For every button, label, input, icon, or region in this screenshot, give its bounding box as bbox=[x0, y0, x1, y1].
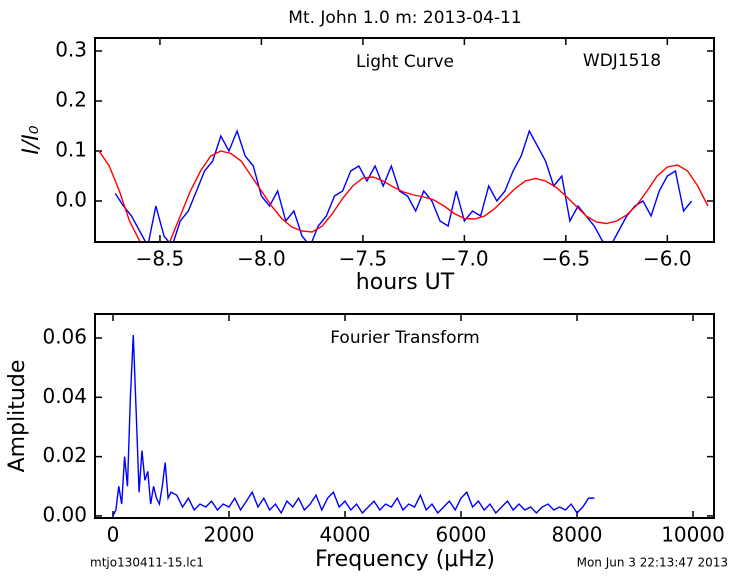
data-line bbox=[114, 128, 693, 242]
data-line bbox=[98, 150, 709, 242]
x-axis-label: Frequency (μHz) bbox=[315, 547, 495, 572]
x-tick-label: −6.5 bbox=[542, 247, 591, 271]
y-tick-label: 0.0 bbox=[55, 188, 87, 212]
x-tick-label: 0 bbox=[107, 523, 120, 547]
y-axis-label: Amplitude bbox=[5, 360, 30, 473]
y-tick-label: 0.00 bbox=[42, 502, 87, 526]
x-tick-label: 6000 bbox=[436, 523, 487, 547]
y-tick-label: 0.2 bbox=[55, 88, 87, 112]
y-axis-label: I/I₀ bbox=[19, 125, 44, 154]
plot-frame bbox=[94, 313, 715, 519]
x-tick-label: −6.0 bbox=[643, 247, 692, 271]
y-tick-label: 0.3 bbox=[55, 38, 87, 62]
annotation: WDJ1518 bbox=[583, 51, 661, 71]
y-tick-label: 0.02 bbox=[42, 443, 87, 467]
x-axis-label: hours UT bbox=[356, 270, 455, 295]
footer-left: mtjo130411-15.lc1 bbox=[90, 556, 204, 570]
annotation: Light Curve bbox=[356, 52, 454, 72]
x-tick-label: 8000 bbox=[552, 523, 603, 547]
annotation: Fourier Transform bbox=[330, 328, 479, 348]
footer-right: Mon Jun 3 22:13:47 2013 bbox=[577, 556, 728, 570]
x-tick-label: −7.0 bbox=[440, 247, 489, 271]
y-tick-label: 0.1 bbox=[55, 138, 87, 162]
plot-frame bbox=[94, 37, 715, 243]
data-line bbox=[112, 335, 595, 517]
chart-title: Mt. John 1.0 m: 2013-04-11 bbox=[288, 8, 521, 28]
x-tick-label: −7.5 bbox=[339, 247, 388, 271]
x-tick-label: 2000 bbox=[204, 523, 255, 547]
x-tick-label: −8.0 bbox=[237, 247, 286, 271]
x-tick-label: 4000 bbox=[320, 523, 371, 547]
x-tick-label: −8.5 bbox=[136, 247, 185, 271]
y-tick-label: 0.04 bbox=[42, 384, 87, 408]
y-tick-label: 0.06 bbox=[42, 325, 87, 349]
x-tick-label: 10000 bbox=[661, 523, 725, 547]
